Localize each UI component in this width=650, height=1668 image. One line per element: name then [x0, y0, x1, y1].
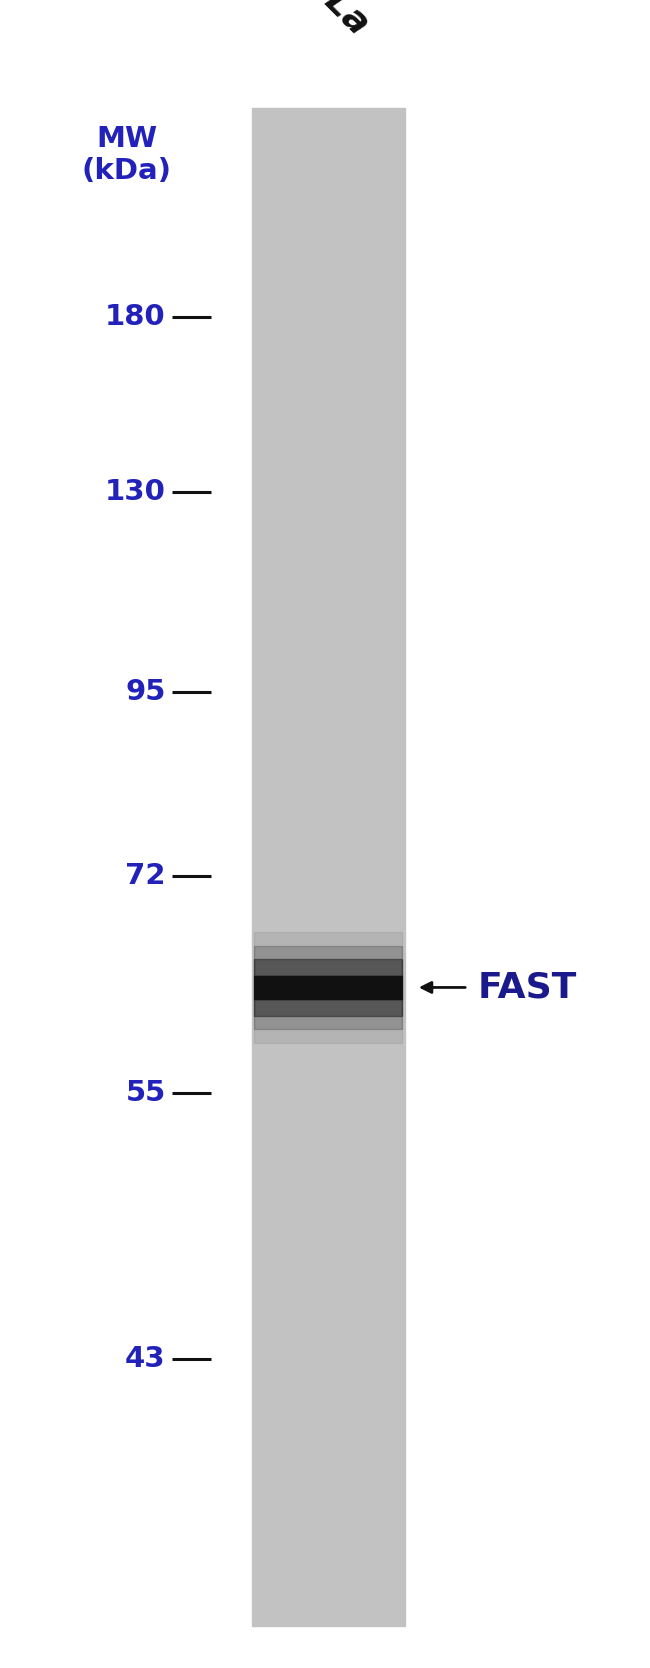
Text: 130: 130	[105, 479, 166, 505]
Text: MW
(kDa): MW (kDa)	[82, 125, 172, 185]
Text: 43: 43	[125, 1346, 166, 1373]
Bar	[254, 959, 402, 976]
Bar	[254, 946, 402, 976]
Bar	[252, 108, 404, 1626]
Text: FAST: FAST	[478, 971, 577, 1004]
Bar	[254, 932, 402, 976]
Text: 180: 180	[105, 304, 166, 330]
Text: HeLa: HeLa	[280, 0, 376, 42]
Bar	[254, 999, 402, 1029]
Text: 55: 55	[125, 1079, 166, 1106]
Bar	[254, 976, 402, 999]
Text: 72: 72	[125, 862, 166, 889]
Text: 95: 95	[125, 679, 166, 706]
Bar	[254, 999, 402, 1016]
Bar	[254, 999, 402, 1042]
